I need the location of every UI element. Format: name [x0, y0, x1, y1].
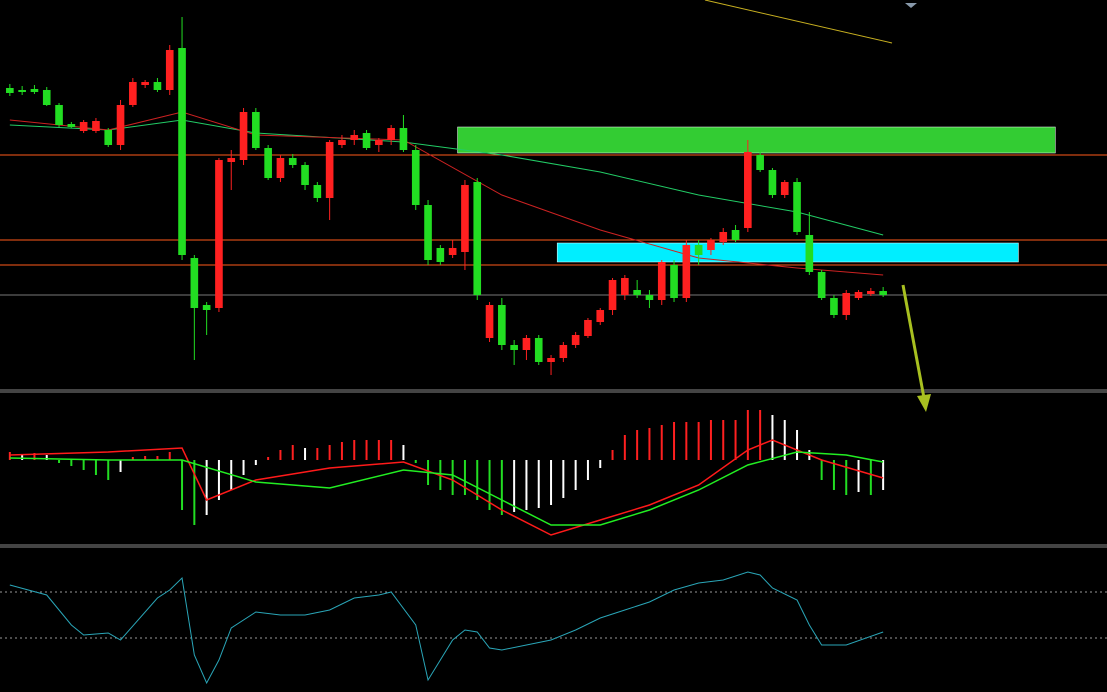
macd-line — [9, 439, 884, 536]
candle-body — [817, 272, 826, 298]
zone — [457, 126, 1056, 154]
candle-body — [104, 130, 113, 145]
candle-body — [670, 265, 678, 298]
forecast-arrow — [901, 284, 926, 399]
candle-body — [780, 182, 789, 195]
candle-body — [793, 182, 801, 232]
candle-body — [18, 90, 26, 92]
trend-line — [704, 0, 893, 44]
candle-body — [867, 291, 875, 294]
candle-body — [301, 165, 309, 185]
candle-body — [559, 345, 568, 358]
candle-body — [842, 293, 851, 315]
candle-body — [854, 292, 863, 298]
candle-body — [731, 230, 740, 240]
moving-average — [9, 111, 884, 276]
forecast-arrow-head — [917, 394, 931, 412]
candle-body — [92, 121, 100, 131]
candle-body — [129, 82, 137, 105]
candle-body — [461, 185, 469, 252]
candle-body — [399, 128, 408, 150]
marker — [905, 3, 917, 8]
candle-body — [387, 128, 395, 140]
candle-body — [252, 112, 260, 148]
candle-body — [756, 155, 764, 170]
candle-body — [375, 140, 383, 145]
candle-body — [42, 90, 51, 105]
candle-body — [288, 158, 297, 165]
candle-body — [362, 133, 371, 148]
candle-body — [67, 124, 76, 127]
candle-body — [264, 148, 272, 178]
candle-body — [571, 335, 580, 345]
candle-body — [30, 89, 39, 92]
candle-body — [744, 152, 752, 228]
candle-body — [239, 112, 248, 160]
candle-body — [325, 142, 334, 198]
candle-body — [768, 170, 777, 195]
candle-body — [411, 150, 420, 205]
candle-body — [6, 88, 14, 93]
candle-body — [227, 158, 236, 162]
candle-body — [215, 160, 223, 308]
candle-body — [436, 248, 445, 262]
candle-body — [178, 48, 186, 255]
candle-body — [165, 50, 174, 90]
candle-body — [547, 358, 555, 362]
candle-body — [141, 82, 149, 85]
candle-body — [424, 205, 432, 260]
candle-body — [338, 140, 346, 145]
candle-body — [682, 245, 691, 298]
candle-body — [202, 305, 211, 310]
candle-body — [55, 105, 63, 125]
candle-body — [350, 135, 359, 140]
candle-body — [116, 105, 125, 145]
candle-body — [79, 122, 88, 131]
candle-body — [534, 338, 543, 362]
candle-body — [498, 305, 506, 345]
zone — [556, 242, 1019, 263]
candle-body — [276, 158, 285, 178]
candle-body — [313, 185, 322, 198]
macd-line — [9, 451, 884, 526]
candle-body — [633, 290, 641, 295]
indicator-line — [9, 571, 884, 685]
candle-body — [153, 82, 162, 90]
candle-body — [805, 235, 814, 272]
candle-body — [190, 258, 199, 308]
candle-body — [584, 320, 592, 336]
candle-body — [830, 298, 838, 315]
candle-body — [879, 291, 887, 295]
candle-body — [719, 232, 728, 242]
candle-body — [657, 262, 666, 300]
candle-body — [694, 245, 703, 255]
candle-body — [473, 182, 482, 295]
candle-body — [645, 295, 654, 300]
candle-body — [707, 240, 715, 250]
candle-body — [621, 278, 629, 295]
candle-body — [608, 280, 617, 310]
candle-body — [448, 248, 457, 255]
candle-body — [596, 310, 605, 322]
candle-body — [510, 345, 518, 350]
candle-body — [522, 338, 531, 350]
candle-body — [485, 305, 494, 338]
